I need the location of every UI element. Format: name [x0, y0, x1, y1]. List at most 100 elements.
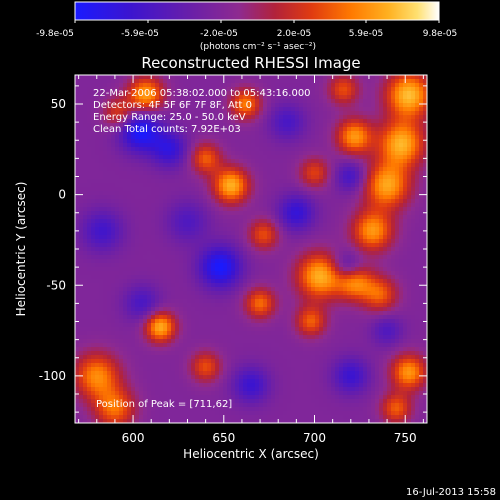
- heatmap-cell: [279, 131, 284, 136]
- heatmap-cell: [295, 267, 300, 272]
- colorbar-tick-label: 5.9e-05: [349, 29, 384, 39]
- heatmap-cell: [223, 99, 228, 104]
- heatmap-cell: [311, 255, 316, 260]
- heatmap-cell: [251, 79, 256, 84]
- heatmap-cell: [355, 163, 360, 168]
- heatmap-cell: [139, 203, 144, 208]
- heatmap-cell: [111, 91, 116, 96]
- heatmap-cell: [179, 79, 184, 84]
- heatmap-cell: [367, 275, 372, 280]
- heatmap-cell: [111, 183, 116, 188]
- heatmap-cell: [187, 103, 192, 108]
- heatmap-cell: [167, 135, 172, 140]
- heatmap-cell: [91, 259, 96, 264]
- heatmap-cell: [191, 103, 196, 108]
- heatmap-cell: [187, 255, 192, 260]
- heatmap-cell: [167, 95, 172, 100]
- heatmap-cell: [187, 199, 192, 204]
- heatmap-cell: [399, 171, 404, 176]
- heatmap-cell: [255, 127, 260, 132]
- heatmap-cell: [199, 155, 204, 160]
- heatmap-cell: [99, 75, 104, 80]
- heatmap-cell: [255, 143, 260, 148]
- heatmap-cell: [135, 163, 140, 168]
- heatmap-cell: [107, 207, 112, 212]
- heatmap-cell: [255, 203, 260, 208]
- heatmap-cell: [283, 79, 288, 84]
- heatmap-cell: [299, 235, 304, 240]
- heatmap-cell: [371, 83, 376, 88]
- heatmap-cell: [419, 75, 424, 80]
- heatmap-cell: [255, 187, 260, 192]
- heatmap-cell: [299, 115, 304, 120]
- heatmap-cell: [323, 295, 328, 300]
- heatmap-cell: [407, 107, 412, 112]
- heatmap-cell: [283, 203, 288, 208]
- heatmap-cell: [75, 143, 80, 148]
- heatmap-cell: [379, 227, 384, 232]
- heatmap-cell: [175, 247, 180, 252]
- heatmap-cell: [295, 171, 300, 176]
- heatmap-cell: [143, 87, 148, 92]
- heatmap-cell: [187, 299, 192, 304]
- heatmap-cell: [311, 231, 316, 236]
- heatmap-cell: [227, 131, 232, 136]
- heatmap-cell: [355, 183, 360, 188]
- heatmap-cell: [247, 107, 252, 112]
- heatmap-cell: [259, 295, 264, 300]
- heatmap-cell: [299, 191, 304, 196]
- heatmap-cell: [91, 135, 96, 140]
- heatmap-cell: [335, 227, 340, 232]
- heatmap-cell: [359, 111, 364, 116]
- heatmap-cell: [263, 215, 268, 220]
- heatmap-cell: [211, 255, 216, 260]
- heatmap-cell: [319, 235, 324, 240]
- heatmap-cell: [211, 127, 216, 132]
- heatmap-cell: [131, 123, 136, 128]
- heatmap-cell: [159, 255, 164, 260]
- heatmap-cell: [423, 251, 427, 256]
- heatmap-cell: [283, 259, 288, 264]
- heatmap-cell: [363, 279, 368, 284]
- heatmap-cell: [263, 211, 268, 216]
- heatmap-cell: [211, 123, 216, 128]
- heatmap-cell: [391, 207, 396, 212]
- heatmap-cell: [323, 99, 328, 104]
- heatmap-cell: [83, 231, 88, 236]
- heatmap-cell: [219, 203, 224, 208]
- heatmap-cell: [159, 131, 164, 136]
- heatmap-cell: [227, 295, 232, 300]
- heatmap-cell: [91, 187, 96, 192]
- heatmap-cell: [239, 111, 244, 116]
- heatmap-cell: [191, 159, 196, 164]
- heatmap-cell: [167, 243, 172, 248]
- heatmap-cell: [167, 107, 172, 112]
- heatmap-cell: [111, 267, 116, 272]
- heatmap-cell: [375, 267, 380, 272]
- heatmap-cell: [107, 83, 112, 88]
- heatmap-cell: [271, 171, 276, 176]
- heatmap-cell: [207, 163, 212, 168]
- heatmap-cell: [315, 227, 320, 232]
- heatmap-cell: [183, 195, 188, 200]
- heatmap-cell: [403, 135, 408, 140]
- heatmap-cell: [255, 191, 260, 196]
- heatmap-cell: [103, 115, 108, 120]
- heatmap-cell: [191, 211, 196, 216]
- heatmap-cell: [87, 119, 92, 124]
- heatmap-cell: [107, 79, 112, 84]
- heatmap-cell: [115, 159, 120, 164]
- heatmap-cell: [307, 295, 312, 300]
- heatmap-cell: [127, 235, 132, 240]
- heatmap-cell: [259, 159, 264, 164]
- heatmap-cell: [195, 147, 200, 152]
- heatmap-cell: [119, 299, 124, 304]
- heatmap-cell: [331, 239, 336, 244]
- heatmap-cell: [199, 231, 204, 236]
- heatmap-cell: [263, 155, 268, 160]
- heatmap-cell: [295, 259, 300, 264]
- heatmap-cell: [411, 259, 416, 264]
- heatmap-cell: [119, 243, 124, 248]
- heatmap-cell: [91, 127, 96, 132]
- heatmap-cell: [311, 191, 316, 196]
